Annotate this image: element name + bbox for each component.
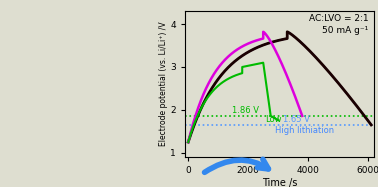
Text: Low: Low — [265, 115, 281, 124]
Text: AC:LVO = 2:1
50 mA g⁻¹: AC:LVO = 2:1 50 mA g⁻¹ — [309, 14, 369, 35]
X-axis label: Time /s: Time /s — [262, 178, 297, 187]
Text: 1.86 V: 1.86 V — [232, 106, 259, 115]
Y-axis label: Electrode potential (vs. Li/Li⁺) /V: Electrode potential (vs. Li/Li⁺) /V — [159, 22, 168, 146]
Text: High lithiation: High lithiation — [275, 126, 335, 136]
Text: 1.65 V: 1.65 V — [283, 115, 310, 124]
